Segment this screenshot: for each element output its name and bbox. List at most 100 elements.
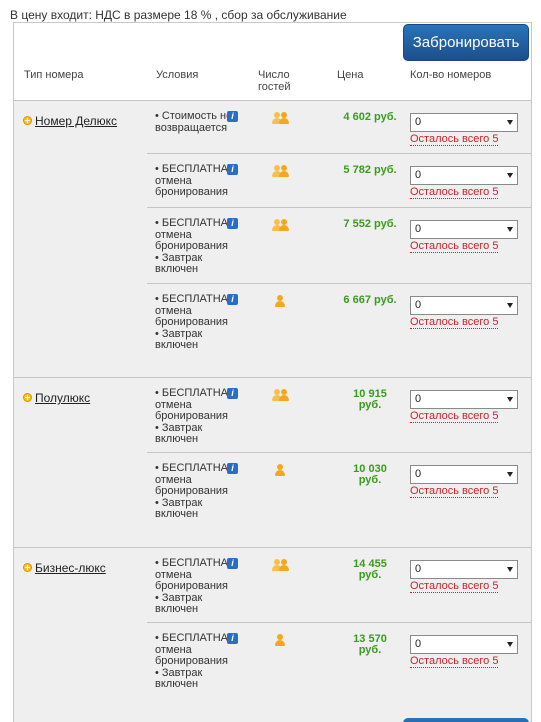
info-icon[interactable]: i [227, 558, 238, 569]
rate-conditions: • БЕСПЛАТНАЯ отмена бронирования • Завтрак в… [155, 558, 239, 616]
condition-line: включен [155, 264, 199, 275]
condition-line: отмена [155, 305, 192, 317]
condition-line: • БЕСПЛАТНАЯ [155, 633, 236, 644]
rate-price: 7 552 руб. [343, 218, 397, 230]
two-guests-icon [272, 112, 290, 126]
rate-price: 10 915 руб. [353, 388, 387, 411]
condition-line: • Завтрак [155, 252, 203, 264]
condition-line: • БЕСПЛАТНАЯ [155, 294, 236, 305]
one-guest-icon [275, 464, 285, 478]
room-quantity-select[interactable]: 0 [410, 220, 518, 239]
info-icon[interactable]: i [227, 164, 238, 175]
header-price: Цена [337, 69, 364, 81]
condition-line: отмена [155, 175, 192, 187]
rate-row: • БЕСПЛАТНАЯ отмена бронирования • Завтрак в… [147, 208, 531, 284]
condition-line: отмена [155, 644, 192, 656]
room-quantity-select[interactable]: 0 [410, 560, 518, 579]
chevron-down-icon[interactable] [507, 173, 513, 178]
room-quantity-select[interactable]: 0 [410, 390, 518, 409]
expand-plus-icon[interactable] [23, 393, 32, 402]
rooms-left-note: Осталось всего 5 [410, 133, 499, 146]
room-group: Бизнес-люкс • БЕСПЛАТНАЯ отмена бронировани… [14, 547, 531, 722]
chevron-down-icon[interactable] [507, 567, 513, 572]
expand-plus-icon[interactable] [23, 116, 32, 125]
room-group: Полулюкс • БЕСПЛАТНАЯ отмена бронирования • … [14, 377, 531, 547]
vat-note: В цену входит: НДС в размере 18 % , сбор… [10, 8, 347, 22]
rate-conditions: • БЕСПЛАТНАЯ отмена бронирования • Завтрак в… [155, 294, 239, 352]
info-icon[interactable]: i [227, 633, 238, 644]
room-quantity-select[interactable]: 0 [410, 465, 518, 484]
rate-price: 13 570 руб. [353, 633, 387, 656]
condition-line: бронирования [155, 656, 229, 667]
header-guests: Число гостей [258, 69, 291, 93]
rate-row: • БЕСПЛАТНАЯ отмена бронирования i 5 782 руб… [147, 154, 531, 208]
condition-line: отмена [155, 569, 192, 581]
condition-line: бронирования [155, 486, 229, 497]
rate-price: 4 602 руб. [343, 111, 397, 123]
condition-line: включен [155, 509, 199, 520]
rooms-left-note: Осталось всего 5 [410, 316, 499, 329]
condition-line: включен [155, 604, 199, 615]
header-room-type: Тип номера [24, 69, 84, 81]
condition-line: • БЕСПЛАТНАЯ [155, 218, 236, 229]
condition-line: бронирования [155, 581, 229, 592]
rate-conditions: • БЕСПЛАТНАЯ отмена бронирования • Завтрак в… [155, 633, 239, 691]
info-icon[interactable]: i [227, 388, 238, 399]
rate-price: 5 782 руб. [343, 164, 397, 176]
info-icon[interactable]: i [227, 218, 238, 229]
info-icon[interactable]: i [227, 294, 238, 305]
header-conditions: Условия [156, 69, 199, 81]
two-guests-icon [272, 219, 290, 233]
rooms-left-note: Осталось всего 5 [410, 485, 499, 498]
condition-line: • Завтрак [155, 667, 203, 679]
condition-line: включен [155, 340, 199, 351]
rate-conditions: • БЕСПЛАТНАЯ отмена бронирования • Завтрак в… [155, 388, 239, 446]
rooms-left-note: Осталось всего 5 [410, 410, 499, 423]
header-rooms-count: Кол-во номеров [410, 69, 492, 81]
two-guests-icon [272, 559, 290, 573]
chevron-down-icon[interactable] [507, 227, 513, 232]
info-icon[interactable]: i [227, 463, 238, 474]
book-button-bottom[interactable] [403, 718, 529, 722]
room-name-link[interactable]: Бизнес-люкс [23, 561, 106, 575]
room-quantity-select[interactable]: 0 [410, 113, 518, 132]
rate-row: • БЕСПЛАТНАЯ отмена бронирования • Завтрак в… [147, 547, 531, 623]
expand-plus-icon[interactable] [23, 563, 32, 572]
two-guests-icon [272, 389, 290, 403]
chevron-down-icon[interactable] [507, 397, 513, 402]
condition-line: включен [155, 679, 199, 690]
rate-row: • БЕСПЛАТНАЯ отмена бронирования • Завтрак в… [147, 284, 531, 377]
room-quantity-select[interactable]: 0 [410, 635, 518, 654]
condition-line: • Завтрак [155, 422, 203, 434]
rooms-left-note: Осталось всего 5 [410, 186, 499, 199]
condition-line: включен [155, 434, 199, 445]
room-group: Номер Делюкс • Стоимость не возвращается i 4… [14, 100, 531, 377]
rate-row: • Стоимость не возвращается i 4 602 руб. 0 Ос… [147, 100, 531, 154]
condition-line: • БЕСПЛАТНАЯ [155, 388, 236, 399]
condition-line: отмена [155, 229, 192, 241]
info-icon[interactable]: i [227, 111, 238, 122]
rooms-left-note: Осталось всего 5 [410, 240, 499, 253]
rate-price: 10 030 руб. [353, 463, 387, 486]
room-quantity-select[interactable]: 0 [410, 296, 518, 315]
chevron-down-icon[interactable] [507, 642, 513, 647]
rate-price: 14 455 руб. [353, 558, 387, 581]
room-name-link[interactable]: Полулюкс [23, 391, 90, 405]
room-name-link[interactable]: Номер Делюкс [23, 114, 117, 128]
condition-line: бронирования [155, 241, 229, 252]
condition-line: • Завтрак [155, 497, 203, 509]
condition-line: возвращается [155, 122, 228, 134]
rate-row: • БЕСПЛАТНАЯ отмена бронирования • Завтрак в… [147, 377, 531, 453]
chevron-down-icon[interactable] [507, 303, 513, 308]
rate-conditions: • Стоимость не возвращается i [155, 111, 239, 134]
rooms-left-note: Осталось всего 5 [410, 580, 499, 593]
condition-line: отмена [155, 399, 192, 411]
rate-conditions: • БЕСПЛАТНАЯ отмена бронирования • Завтрак в… [155, 463, 239, 521]
rate-row: • БЕСПЛАТНАЯ отмена бронирования • Завтрак в… [147, 623, 531, 722]
condition-line: • Стоимость не [155, 111, 233, 122]
chevron-down-icon[interactable] [507, 120, 513, 125]
book-button[interactable]: Забронировать [403, 24, 529, 61]
rate-price: 6 667 руб. [343, 294, 397, 306]
chevron-down-icon[interactable] [507, 472, 513, 477]
room-quantity-select[interactable]: 0 [410, 166, 518, 185]
